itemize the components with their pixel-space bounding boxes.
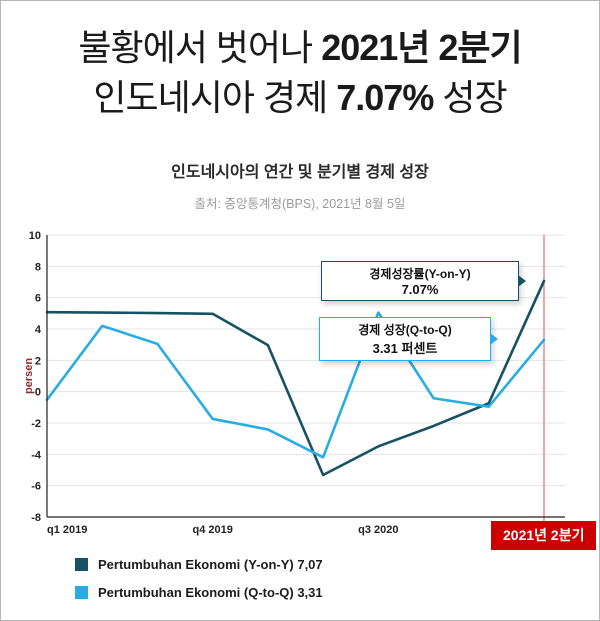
annotation-yony-label: 경제성장률(Y-on-Y)	[369, 267, 471, 281]
headline-text-1: 불황에서 벗어나	[78, 27, 322, 68]
headline-bold-quarter: 2021년 2분기	[321, 27, 522, 68]
svg-text:4: 4	[35, 324, 42, 336]
svg-text:-4: -4	[31, 449, 42, 461]
annotation-yony-value: 7.07%	[401, 282, 439, 297]
legend-swatch-yony-icon	[75, 558, 88, 571]
chart-svg: -8 -6 -4 -2 0 2 4 6 8 10 q1 2019 q4 2019 q3 2020 pers…	[23, 230, 565, 536]
annotation-qtoq: 경제 성장(Q-to-Q) 3.31 퍼센트	[319, 317, 498, 361]
svg-text:-2: -2	[31, 418, 41, 430]
annotation-yony: 경제성장률(Y-on-Y) 7.07%	[321, 261, 526, 301]
headline-text-3: 성장	[433, 76, 507, 118]
chart-title: 인도네시아의 연간 및 분기별 경제 성장	[171, 164, 429, 181]
legend-item-yony[interactable]: Pertumbuhan Ekonomi (Y-on-Y) 7,07	[75, 557, 323, 572]
chart-legend: Pertumbuhan Ekonomi (Y-on-Y) 7,07 Pertum…	[75, 557, 323, 613]
svg-text:2: 2	[35, 355, 41, 367]
svg-text:persen: persen	[23, 358, 35, 394]
svg-text:-8: -8	[31, 512, 41, 524]
headline-bold-percent: 7.07%	[336, 76, 434, 118]
headline-text-2: 인도네시아 경제	[93, 76, 337, 118]
svg-text:0: 0	[35, 387, 41, 399]
svg-text:q1 2019: q1 2019	[47, 524, 87, 536]
source-note: 출처: 중앙통계청(BPS), 2021년 8월 5일	[194, 197, 406, 211]
annotation-qtoq-label: 경제 성장(Q-to-Q)	[358, 323, 452, 337]
svg-text:q3 2020: q3 2020	[358, 524, 398, 536]
svg-text:8: 8	[35, 261, 41, 273]
legend-label-yony: Pertumbuhan Ekonomi (Y-on-Y) 7,07	[98, 557, 323, 572]
chart-area: -8 -6 -4 -2 0 2 4 6 8 10 q1 2019 q4 2019 q3 2020 pers…	[21, 229, 597, 554]
annotation-qtoq-value: 3.31 퍼센트	[372, 341, 438, 356]
legend-swatch-qtoq-icon	[75, 586, 88, 599]
svg-text:-6: -6	[31, 481, 41, 493]
legend-item-qtoq[interactable]: Pertumbuhan Ekonomi (Q-to-Q) 3,31	[75, 585, 323, 600]
svg-text:q4 2019: q4 2019	[192, 524, 232, 536]
x-axis-marker-badge: 2021년 2분기	[491, 521, 597, 550]
svg-text:10: 10	[29, 230, 41, 242]
svg-text:6: 6	[35, 293, 41, 305]
legend-label-qtoq: Pertumbuhan Ekonomi (Q-to-Q) 3,31	[98, 585, 323, 600]
